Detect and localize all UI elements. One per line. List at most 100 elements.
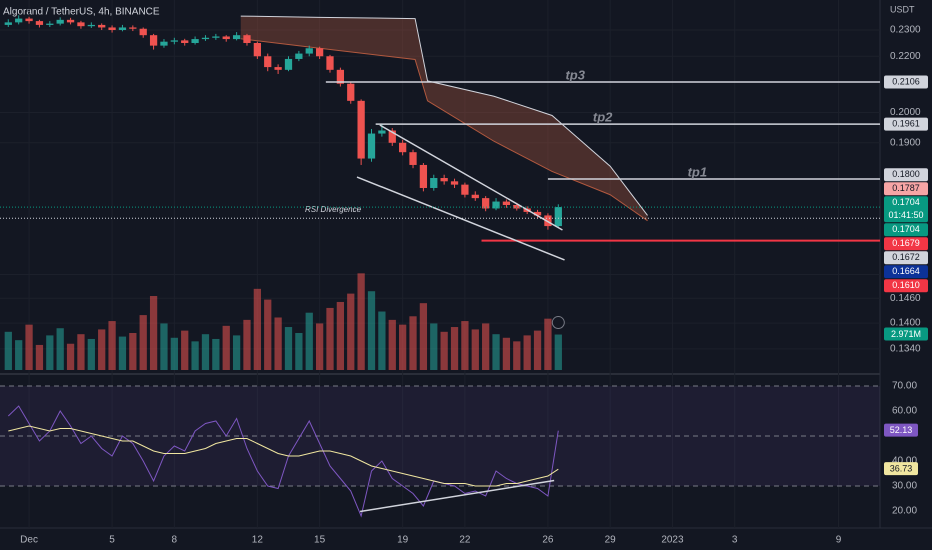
price-tag-label: 0.1787 [892,183,920,193]
candle-body [108,27,116,31]
volume-bar [46,335,54,370]
volume-bar [139,315,147,370]
volume-bar [15,340,23,370]
candle-body [191,39,199,43]
volume-bar [492,334,500,370]
candle-body [326,56,334,70]
volume-bar [77,334,85,370]
candle-body [87,24,95,27]
price-tag [884,279,928,293]
price-tag-label: 0.1961 [892,119,920,129]
cloud-edge [240,15,648,216]
x-tick-label: 26 [542,535,554,546]
y-tick-label: 70.00 [892,381,917,392]
candle-body [284,58,293,70]
price-tag [884,196,928,223]
x-tick-label: 9 [836,535,842,546]
candle-body [56,19,64,24]
price-tag-label: 0.1704 [892,224,920,234]
unit-label: USDT [890,4,915,14]
x-tick-label: 22 [459,535,471,546]
price-tag [884,265,928,279]
candle-body [399,142,407,153]
volume-tag-label: 2.971M [891,329,921,339]
volume-bar [98,329,106,370]
level-label: tp2 [593,110,613,125]
price-tag-label: 0.1679 [892,238,920,248]
volume-bar [461,321,469,370]
x-tick-label: 12 [252,535,264,546]
volume-bar [430,323,438,370]
y-tick-label: 0.1340 [890,344,921,355]
volume-bar [419,303,428,370]
volume-bar [264,299,272,370]
x-tick-label: 19 [397,535,409,546]
volume-bar [305,312,313,370]
price-tag-label: 0.1664 [892,266,920,276]
volume-bar [471,329,479,370]
y-tick-label: 0.1900 [890,137,921,148]
volume-bar [181,330,189,370]
x-tick-label: 2023 [661,535,684,546]
candle-body [367,133,376,159]
chart-title: Algorand / TetherUS, 4h, BINANCE [3,7,160,18]
price-tag-label: 0.1610 [892,280,920,290]
volume-bar [523,335,531,370]
x-tick-label: 8 [172,535,178,546]
y-tick-label: 0.2300 [890,25,921,36]
volume-bar [149,296,158,370]
volume-bar [357,273,365,370]
candle-body [502,201,511,205]
price-tag-label: 0.1672 [892,252,920,262]
candle-body [149,35,158,46]
rsi-ma-line [8,425,559,487]
volume-bar [212,338,220,370]
volume-bar [388,319,396,370]
candle-body [378,130,386,134]
rsi-tag [884,423,918,437]
trendline [379,124,563,231]
y-tick-label: 20.00 [892,506,917,517]
volume-bar [222,325,230,370]
y-tick-label: 60.00 [892,406,917,417]
volume-bar [201,334,210,370]
candle-body [212,36,220,38]
volume-bar [243,319,251,370]
candle-body [295,53,303,59]
price-tag-sublabel: 01:41:50 [888,210,923,220]
volume-tag [884,327,928,341]
candle-body [139,28,147,36]
volume-bar [336,301,345,370]
level-label: tp1 [688,164,708,179]
candle-body [118,27,127,31]
candle-body [336,69,345,84]
candle-body [554,207,562,227]
y-tick-label: 0.1460 [890,293,921,304]
volume-bar [170,337,178,370]
candle-body [46,23,54,25]
volume-bar [513,341,521,370]
y-tick-label: 0.2200 [890,51,921,62]
price-tag [884,75,928,89]
candle-body [181,40,189,43]
candle-body [35,21,44,25]
volume-bar [378,311,386,370]
trendline [356,176,565,261]
volume-bar [66,343,75,370]
x-tick-label: 29 [605,535,617,546]
candle-body [25,18,33,22]
candle-body [232,35,241,40]
rsi-tag-label: 52.13 [890,425,913,435]
candle-body [98,24,106,28]
volume-bar [482,323,490,370]
volume-bar [129,333,137,370]
volume-bar [295,333,303,370]
volume-bar [4,331,12,370]
candle-body [544,215,552,227]
candle-body [274,67,282,70]
candle-body [305,48,313,54]
rsi-line [7,405,559,518]
price-tag [884,182,928,196]
volume-bar [25,324,33,370]
candle-body [243,35,251,43]
